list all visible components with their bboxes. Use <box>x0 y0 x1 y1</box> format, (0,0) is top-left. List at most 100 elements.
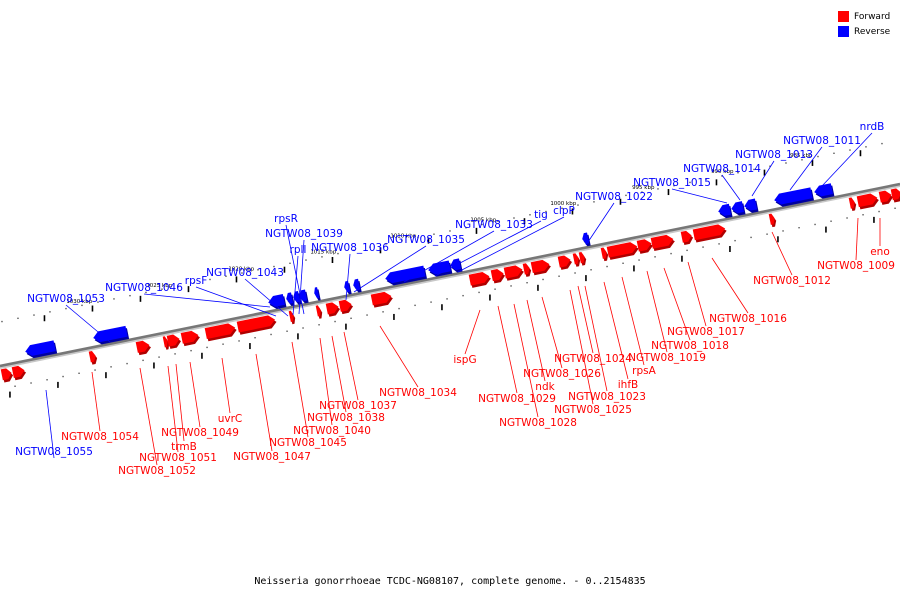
gene-leader-line <box>789 146 823 191</box>
track-dot <box>481 223 483 226</box>
track-dot <box>238 340 240 342</box>
reverse-gene-arrow-body <box>718 203 732 216</box>
gene-label: NGTW08_1017 <box>667 326 745 338</box>
forward-gene-arrow-body <box>572 253 579 265</box>
reverse-gene-arrow <box>268 294 287 310</box>
forward-gene-arrow-body <box>338 299 352 312</box>
forward-gene-arrow <box>848 197 857 211</box>
reverse-gene-arrow-body <box>450 258 462 271</box>
gene-label: NGTW08_1040 <box>293 425 371 437</box>
legend-reverse-label: Reverse <box>854 26 891 37</box>
gene-leader-line <box>379 325 419 388</box>
track-tick <box>187 286 190 293</box>
reverse-gene-arrow <box>353 278 362 293</box>
forward-gene-arrow-body <box>370 291 392 306</box>
gene-label: NGTW08_1013 <box>735 149 813 161</box>
forward-gene-arrow <box>768 213 777 228</box>
gene-label: rpsF <box>185 275 208 287</box>
track-dot <box>225 275 227 277</box>
gene-leader-line <box>353 245 427 293</box>
track-tick <box>201 352 203 359</box>
forward-gene-arrow <box>650 234 675 252</box>
gene-leader-line <box>671 188 728 204</box>
reverse-gene-arrow <box>286 292 295 307</box>
track-dot <box>193 282 195 284</box>
forward-gene-arrow-body <box>180 330 199 344</box>
track-dot <box>686 249 688 252</box>
track-dot <box>385 243 387 245</box>
track-tick <box>153 362 155 369</box>
gene-label: NGTW08_1035 <box>387 234 465 246</box>
track-dot <box>433 233 435 235</box>
reverse-gene-arrow <box>314 287 321 301</box>
forward-gene-arrow-body <box>848 197 855 209</box>
gene-leader-line <box>331 335 347 413</box>
track-dot <box>113 298 115 300</box>
forward-gene-arrow-body <box>11 365 25 378</box>
forward-gene-arrow-body <box>890 188 900 201</box>
forward-gene-arrow <box>338 299 354 315</box>
scale-tick-label: 1030 kbp <box>66 299 92 305</box>
forward-gene-arrow <box>468 272 491 288</box>
track-dot <box>846 217 848 219</box>
reverse-gene-arrow-body <box>314 287 320 299</box>
track-dot <box>161 288 163 290</box>
gene-label: NGTW08_1037 <box>319 400 397 412</box>
gene-label: clpP <box>553 205 575 217</box>
gene-leader-line <box>195 286 277 317</box>
forward-gene-arrow <box>325 302 341 317</box>
track-dot <box>702 246 704 248</box>
track-dot <box>270 333 272 336</box>
track-dot <box>430 301 432 303</box>
track-tick <box>9 391 11 398</box>
track-dot <box>865 146 867 148</box>
track-dot <box>478 291 480 294</box>
track-tick <box>57 381 59 388</box>
track-tick <box>441 304 443 311</box>
forward-gene-arrow-body <box>236 315 276 333</box>
track-dot <box>30 382 32 384</box>
track-dot <box>817 155 819 158</box>
track-dot <box>1 320 3 323</box>
reverse-swatch <box>838 26 849 37</box>
forward-gene-arrow <box>692 224 727 243</box>
track-dot <box>46 379 48 381</box>
gene-label: NGTW08_1015 <box>633 177 711 189</box>
track-dot <box>337 252 339 255</box>
reverse-gene-arrow-body <box>744 198 758 211</box>
gene-label: NGTW08_1024 <box>554 353 632 365</box>
track-dot <box>209 278 211 281</box>
track-dot <box>286 330 288 332</box>
track-tick <box>331 256 334 263</box>
track-dot <box>142 359 144 362</box>
track-dot <box>718 243 720 245</box>
reverse-gene-arrow <box>93 325 130 345</box>
gene-label: NGTW08_1045 <box>269 437 347 449</box>
track-dot <box>222 343 224 345</box>
gene-leader-line <box>646 270 668 353</box>
reverse-gene-arrow <box>582 232 591 247</box>
track-dot <box>625 194 627 197</box>
reverse-gene-arrow-body <box>385 265 426 284</box>
track-dot <box>654 256 656 258</box>
track-dot <box>558 275 560 277</box>
forward-gene-arrow-body <box>503 265 523 279</box>
track-dot <box>177 285 179 287</box>
track-dot <box>334 320 336 323</box>
gene-leader-line <box>221 357 231 414</box>
track-dot <box>705 178 707 180</box>
track-dot <box>894 207 896 209</box>
track-dot <box>81 304 83 307</box>
gene-leader-line <box>65 304 111 343</box>
track-tick <box>283 266 286 273</box>
gene-leader-line <box>526 299 546 382</box>
forward-gene-arrow-body <box>606 242 638 258</box>
gene-label: nrdB <box>860 121 885 133</box>
forward-gene-arrow-body <box>88 350 96 363</box>
track-tick <box>489 294 491 301</box>
track-dot <box>510 285 512 287</box>
track-dot <box>638 259 640 261</box>
gene-label: rplI <box>290 244 307 256</box>
track-dot <box>302 327 304 329</box>
gene-label: ihfB <box>618 379 638 391</box>
